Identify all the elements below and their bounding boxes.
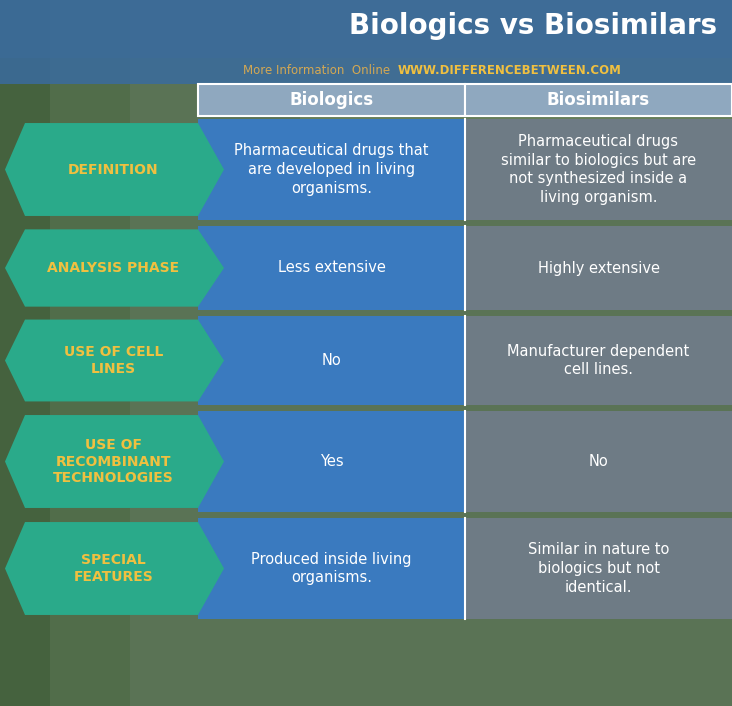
Text: Highly extensive: Highly extensive	[537, 261, 660, 275]
Text: Similar in nature to
biologics but not
identical.: Similar in nature to biologics but not i…	[528, 542, 669, 594]
Text: USE OF CELL
LINES: USE OF CELL LINES	[64, 345, 163, 376]
FancyBboxPatch shape	[0, 58, 732, 84]
Text: Biologics vs Biosimilars: Biologics vs Biosimilars	[349, 12, 717, 40]
Text: No: No	[321, 353, 341, 368]
FancyBboxPatch shape	[465, 411, 732, 512]
FancyBboxPatch shape	[198, 518, 465, 619]
Text: Manufacturer dependent
cell lines.: Manufacturer dependent cell lines.	[507, 344, 690, 377]
Polygon shape	[5, 229, 224, 306]
Text: More Information  Online: More Information Online	[243, 64, 390, 78]
Text: Biologics: Biologics	[289, 91, 373, 109]
FancyBboxPatch shape	[198, 316, 465, 405]
FancyBboxPatch shape	[198, 119, 465, 220]
Text: Pharmaceutical drugs
similar to biologics but are
not synthesized inside a
livin: Pharmaceutical drugs similar to biologic…	[501, 134, 696, 205]
Text: Produced inside living
organisms.: Produced inside living organisms.	[251, 551, 411, 585]
FancyBboxPatch shape	[465, 119, 732, 220]
FancyBboxPatch shape	[300, 0, 732, 206]
Polygon shape	[5, 415, 224, 508]
Text: WWW.DIFFERENCEBETWEEN.COM: WWW.DIFFERENCEBETWEEN.COM	[398, 64, 622, 78]
FancyBboxPatch shape	[198, 226, 465, 310]
FancyBboxPatch shape	[50, 0, 130, 706]
Text: DEFINITION: DEFINITION	[68, 162, 159, 176]
Polygon shape	[5, 320, 224, 402]
Text: Less extensive: Less extensive	[277, 261, 386, 275]
FancyBboxPatch shape	[0, 0, 50, 706]
Text: SPECIAL
FEATURES: SPECIAL FEATURES	[74, 554, 154, 584]
Text: USE OF
RECOMBINANT
TECHNOLOGIES: USE OF RECOMBINANT TECHNOLOGIES	[53, 438, 174, 485]
Text: Biosimilars: Biosimilars	[547, 91, 650, 109]
FancyBboxPatch shape	[198, 84, 465, 116]
Text: ANALYSIS PHASE: ANALYSIS PHASE	[48, 261, 179, 275]
FancyBboxPatch shape	[0, 0, 732, 58]
FancyBboxPatch shape	[465, 518, 732, 619]
FancyBboxPatch shape	[465, 226, 732, 310]
Polygon shape	[5, 522, 224, 615]
Text: Yes: Yes	[320, 454, 343, 469]
Polygon shape	[5, 123, 224, 216]
FancyBboxPatch shape	[465, 84, 732, 116]
FancyBboxPatch shape	[198, 411, 465, 512]
Text: No: No	[589, 454, 608, 469]
FancyBboxPatch shape	[465, 316, 732, 405]
Text: Pharmaceutical drugs that
are developed in living
organisms.: Pharmaceutical drugs that are developed …	[234, 143, 429, 196]
